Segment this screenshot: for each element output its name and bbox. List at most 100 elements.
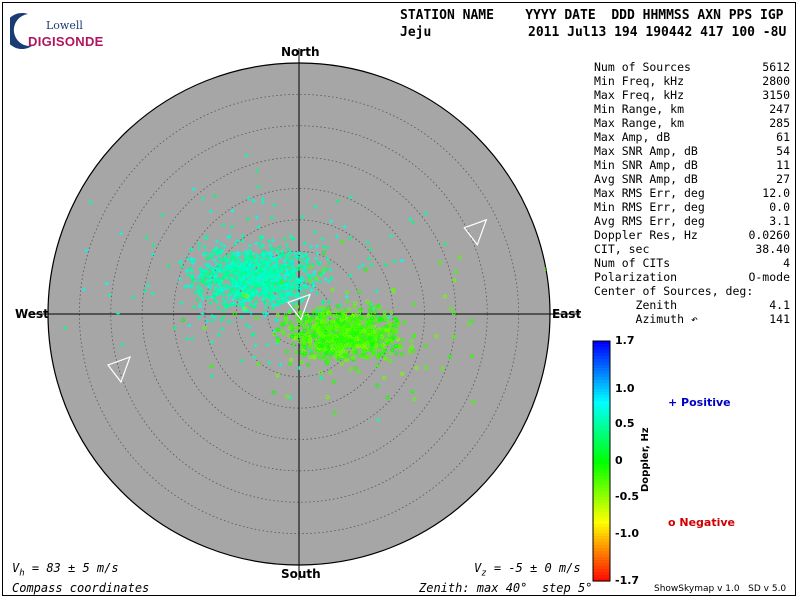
source-point-positive [252,270,257,275]
source-point-negative [321,352,325,357]
source-point-negative [348,367,353,372]
source-point-positive [309,288,314,293]
source-point-positive [238,294,243,299]
source-point-positive [296,291,301,296]
legend-positive: + Positive [668,396,731,409]
source-point-positive [242,298,247,303]
source-point-negative [391,287,396,292]
source-point-positive [273,257,278,262]
stat-value: 27 [776,172,790,186]
source-point-positive [208,252,213,257]
source-point-positive [104,281,109,286]
source-point-negative [302,329,307,334]
source-point-positive [277,274,282,279]
source-point-positive [325,245,330,250]
source-point-positive [296,294,301,299]
zenith-scale-note: Zenith: max 40° step 5° [419,581,593,595]
source-point-positive [202,244,207,249]
source-point-positive [250,333,255,338]
source-point-positive [243,269,248,274]
source-point-positive [236,275,241,280]
source-point-positive [256,275,261,280]
source-point-positive [219,285,224,290]
stat-value: 0.0 [769,200,790,214]
source-point-positive [195,285,200,290]
source-point-negative [318,271,323,276]
source-point-positive [260,252,265,257]
source-point-negative [342,328,346,333]
source-point-positive [267,301,272,306]
source-point-negative [321,267,326,271]
source-point-positive [197,266,202,271]
source-point-positive [230,264,235,269]
lowell-digisonde-logo: Lowell DIGISONDE [10,10,103,50]
source-point-positive [241,302,246,307]
source-point-positive [208,209,213,214]
source-point-positive [275,256,280,261]
stat-value: 11 [776,158,790,172]
source-point-positive [276,248,280,253]
source-point-positive [196,288,201,293]
source-point-positive [347,236,352,241]
source-point-positive [290,301,295,306]
source-point-positive [240,359,245,364]
source-point-positive [272,287,277,292]
source-point-positive [266,272,271,277]
stat-value: 54 [776,144,790,158]
source-point-negative [407,350,412,355]
source-point-positive [251,198,256,203]
source-point-negative [368,308,373,313]
source-point-positive [225,253,230,258]
source-point-positive [374,289,379,294]
source-point-negative [327,356,331,361]
source-point-positive [218,246,223,251]
source-point-positive [223,299,228,304]
source-point-positive [366,256,371,261]
source-point-positive [199,288,204,293]
compass-north: North [281,45,320,59]
source-point-negative [382,375,387,380]
source-point-negative [330,287,335,292]
source-point-positive [204,281,209,286]
source-point-negative [281,331,286,336]
source-point-negative [367,329,372,334]
source-point-positive [213,273,218,278]
source-point-positive [299,278,304,283]
source-point-positive [376,417,381,422]
source-point-positive [261,311,266,316]
source-point-positive [321,298,326,303]
source-point-negative [299,331,304,336]
source-point-positive [277,245,282,250]
source-point-negative [438,260,443,265]
legend-negative: o Negative [668,516,736,529]
source-point-negative [382,310,387,315]
source-point-positive [185,272,190,277]
source-point-positive [208,286,213,291]
source-point-positive [216,332,221,337]
source-point-negative [300,344,305,349]
source-point-positive [335,234,340,239]
source-point-negative [328,370,333,375]
source-point-negative [388,359,393,363]
source-point-positive [248,324,253,329]
stat-value: 12.0 [762,186,790,200]
source-point-positive [239,315,244,320]
source-point-positive [260,261,265,266]
source-point-positive [295,287,300,292]
colorbar-tick-label: -1.7 [615,574,640,587]
source-point-positive [115,311,120,316]
logo-lowell-text: Lowell [46,19,83,32]
source-point-positive [318,279,323,284]
source-point-negative [338,311,343,316]
source-point-positive [245,267,250,272]
source-point-positive [369,262,374,267]
source-point-negative [434,334,439,339]
source-point-positive [184,269,189,274]
source-point-positive [215,249,220,254]
source-point-negative [303,319,308,324]
source-point-positive [423,211,428,216]
source-point-positive [230,297,235,302]
stat-value: 247 [769,102,790,116]
source-point-positive [185,283,190,288]
source-point-negative [345,290,349,295]
